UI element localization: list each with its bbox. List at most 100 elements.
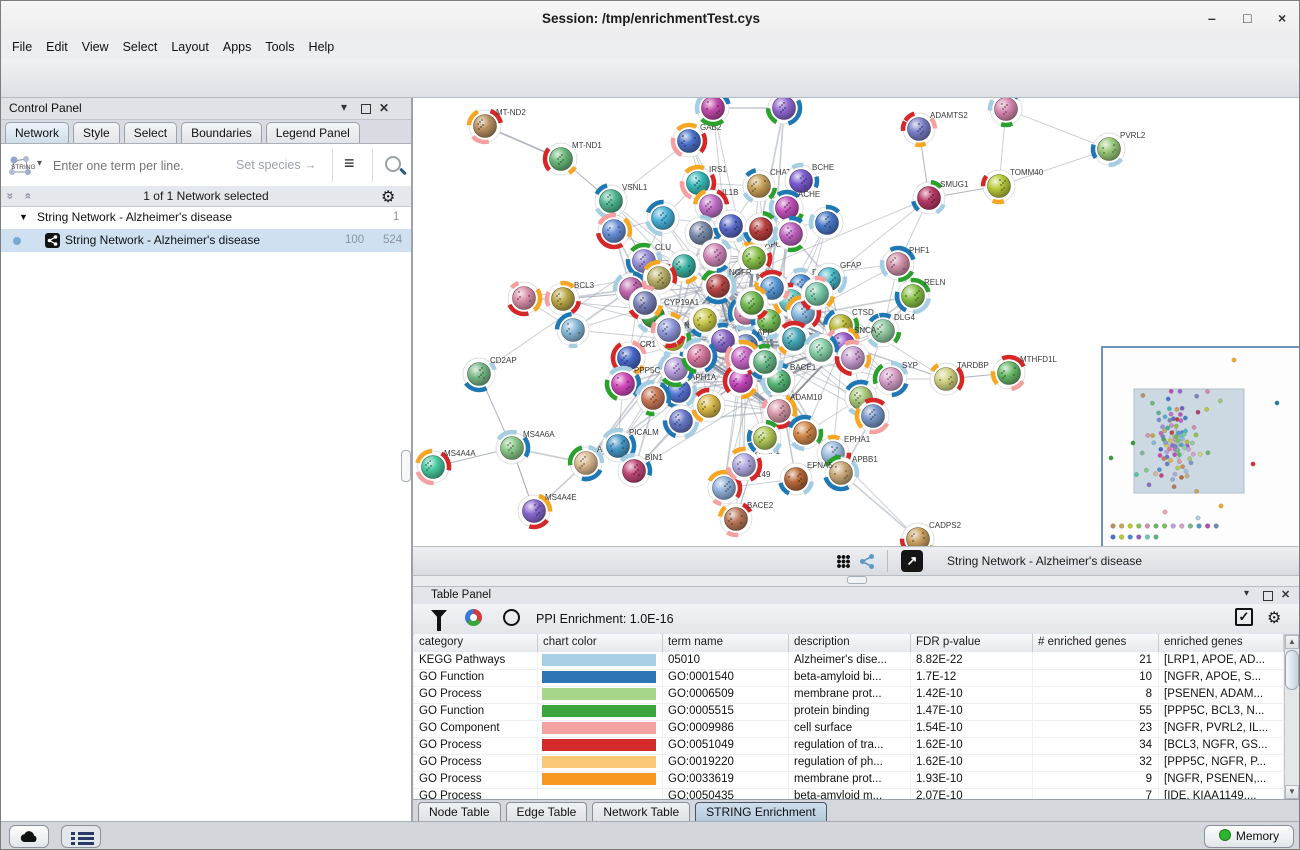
tab-legend-panel[interactable]: Legend Panel — [265, 122, 360, 143]
network-node-dlg4[interactable]: DLG4 — [866, 312, 915, 349]
network-node[interactable] — [735, 285, 769, 320]
network-node[interactable] — [772, 215, 808, 253]
network-node[interactable] — [662, 404, 700, 439]
memory-button[interactable]: Memory — [1204, 825, 1294, 848]
network-node-mthfd1l[interactable]: MTHFD1L — [990, 354, 1057, 392]
network-node-mt-nd1[interactable]: MT-ND1 — [542, 141, 602, 176]
network-node-aplp1[interactable]: APLP1 — [725, 446, 780, 482]
enrichment-row[interactable]: GO Process GO:0033619 membrane prot... 1.93… — [414, 771, 1284, 789]
enrichment-row[interactable]: GO Component GO:0009986 cell surface 1.54E-… — [414, 720, 1284, 738]
enrichment-row[interactable]: GO Process GO:0051049 regulation of tra...… — [414, 737, 1284, 755]
network-node-reln[interactable]: RELN — [894, 277, 946, 315]
network-node-efna5[interactable]: EFNA5 — [778, 461, 833, 496]
tab-node-table[interactable]: Node Table — [418, 802, 501, 822]
panel-close-icon[interactable]: ✕ — [379, 101, 390, 115]
network-node[interactable] — [787, 414, 824, 452]
network-node[interactable] — [777, 320, 811, 356]
network-node-tomm40[interactable]: TOMM40 — [980, 168, 1044, 205]
string-search-icon[interactable] — [385, 156, 401, 172]
network-node[interactable] — [694, 89, 731, 127]
tab-boundaries[interactable]: Boundaries — [181, 122, 262, 143]
network-node-adamts2[interactable]: ADAMTS2 — [900, 111, 968, 148]
scroll-down-button[interactable]: ▼ — [1285, 785, 1299, 799]
tab-select[interactable]: Select — [123, 122, 178, 143]
minimize-button[interactable]: – — [1208, 10, 1216, 26]
pie-chart-icon[interactable] — [465, 609, 482, 626]
select-terms-icon[interactable]: ✓ — [1235, 608, 1253, 626]
network-node[interactable] — [800, 275, 836, 311]
menu-file[interactable]: File — [12, 40, 33, 54]
tab-edge-table[interactable]: Edge Table — [505, 802, 588, 822]
network-row-selected[interactable]: String Network - Alzheimer's disease 100… — [1, 229, 411, 252]
network-options-gear-icon[interactable]: ⚙ — [381, 189, 396, 206]
table-scrollbar[interactable]: ▲ ▼ — [1284, 634, 1299, 800]
network-node-bin1[interactable]: BIN1 — [617, 452, 663, 488]
network-node[interactable] — [854, 397, 890, 435]
string-term-input[interactable] — [51, 154, 225, 178]
network-node[interactable] — [628, 284, 664, 320]
network-node[interactable] — [691, 387, 726, 423]
network-node[interactable] — [748, 343, 784, 380]
network-node-abca7[interactable]: ABCA7 — [567, 444, 624, 482]
panel-menu-icon[interactable]: ▾ — [341, 100, 348, 114]
enrichment-settings-gear-icon[interactable]: ⚙ — [1267, 610, 1282, 627]
network-view[interactable]: MT-ND2 MT-ND1 VSNL1 GAB2 IRS1 CHAT BCHE ACHE IL1… — [413, 89, 1299, 557]
network-node-bcl3[interactable]: BCL3 — [544, 280, 595, 316]
network-node[interactable] — [698, 238, 732, 274]
network-node[interactable] — [803, 331, 840, 367]
tree-expand-icon[interactable]: ▼ — [19, 212, 28, 222]
close-button[interactable]: × — [1278, 10, 1287, 26]
enrichment-row[interactable]: KEGG Pathways 05010 Alzheimer's dise... 8.8… — [414, 652, 1284, 670]
network-node-tardbp[interactable]: TARDBP — [929, 361, 989, 396]
menu-view[interactable]: View — [81, 40, 109, 54]
network-node[interactable] — [635, 379, 672, 417]
panel-close-icon[interactable]: ✕ — [1281, 589, 1291, 601]
network-node-ms4a4e[interactable]: MS4A4E — [517, 493, 577, 530]
ring-chart-icon[interactable] — [503, 609, 520, 626]
string-dropdown-icon[interactable]: ▾ — [37, 158, 43, 169]
task-history-button[interactable] — [61, 825, 101, 848]
network-node-chat[interactable]: CHAT — [742, 168, 791, 203]
network-node[interactable] — [808, 204, 844, 240]
network-node-ms4a6a[interactable]: MS4A6A — [495, 429, 555, 465]
network-node-apoe[interactable]: APOE — [737, 239, 787, 275]
table-splitter-handle[interactable] — [847, 576, 867, 584]
network-node[interactable] — [554, 311, 590, 349]
menu-apps[interactable]: Apps — [222, 40, 252, 54]
network-node[interactable] — [834, 339, 872, 377]
column-header-3[interactable]: description — [789, 634, 911, 652]
column-header-2[interactable]: term name — [663, 634, 789, 652]
menu-tools[interactable]: Tools — [265, 40, 295, 54]
menu-layout[interactable]: Layout — [171, 40, 209, 54]
network-node-vsnl1[interactable]: VSNL1 — [594, 183, 648, 220]
set-species-hint[interactable]: Set species → — [236, 158, 317, 172]
panel-menu-icon[interactable]: ▾ — [1244, 588, 1250, 599]
network-node-cd2ap[interactable]: CD2AP — [462, 356, 517, 393]
network-overview-minimap[interactable] — [1101, 346, 1299, 548]
scrollbar-thumb[interactable] — [1285, 650, 1299, 690]
network-node-pvrl2[interactable]: PVRL2 — [1090, 131, 1146, 168]
network-node[interactable] — [987, 91, 1023, 128]
share-network-icon[interactable] — [859, 553, 876, 570]
network-node-il1b[interactable]: IL1B — [692, 188, 738, 223]
network-node-ms4a4a[interactable]: MS4A4A — [415, 448, 476, 486]
enrichment-row[interactable]: GO Process GO:0019220 regulation of ph... 1… — [414, 754, 1284, 772]
tab-network[interactable]: Network — [5, 122, 70, 143]
network-node[interactable] — [712, 209, 748, 243]
network-node-cadps2[interactable]: CADPS2 — [899, 521, 962, 557]
network-node[interactable] — [743, 210, 778, 246]
column-header-4[interactable]: FDR p-value — [911, 634, 1033, 652]
network-node[interactable] — [650, 311, 686, 349]
string-options-icon[interactable]: ≡ — [344, 153, 355, 173]
panel-float-icon[interactable] — [361, 104, 371, 114]
network-node-ache[interactable]: ACHE — [768, 189, 820, 227]
menu-select[interactable]: Select — [122, 40, 158, 54]
open-in-browser-icon[interactable]: ↗ — [901, 550, 923, 572]
enrichment-row[interactable]: GO Process GO:0050435 beta-amyloid m... 2.0… — [414, 788, 1284, 800]
maximize-button[interactable]: □ — [1243, 10, 1252, 26]
panel-float-icon[interactable] — [1263, 591, 1273, 601]
tab-string-enrichment[interactable]: STRING Enrichment — [695, 802, 827, 822]
network-node[interactable] — [765, 89, 803, 126]
network-collection-row[interactable]: ▼ String Network - Alzheimer's disease 1 — [1, 207, 411, 229]
network-node-smug1[interactable]: SMUG1 — [911, 179, 969, 215]
